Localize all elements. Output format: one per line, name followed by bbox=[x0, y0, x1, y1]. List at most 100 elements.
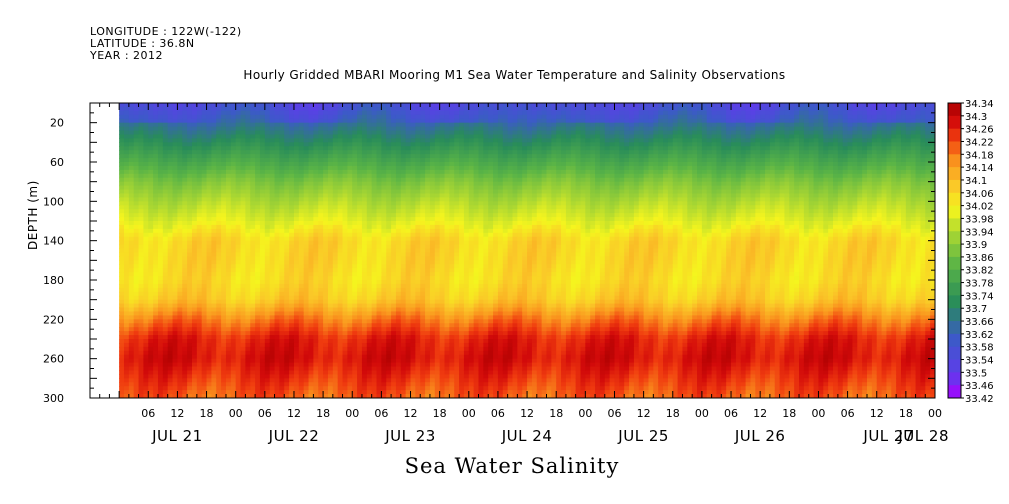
heatmap-cell bbox=[123, 327, 130, 332]
heatmap-cell bbox=[308, 264, 314, 269]
heatmap-cell bbox=[211, 331, 217, 336]
heatmap-cell bbox=[400, 256, 407, 261]
heatmap-cell bbox=[303, 394, 310, 398]
heatmap-cell bbox=[405, 331, 412, 336]
heatmap-cell bbox=[182, 291, 188, 297]
heatmap-cell bbox=[289, 260, 295, 265]
heatmap-cell bbox=[381, 122, 387, 128]
heatmap-cell bbox=[342, 354, 348, 360]
heatmap-cell bbox=[366, 201, 373, 206]
heatmap-cell bbox=[391, 319, 397, 324]
heatmap-cell bbox=[357, 224, 363, 230]
heatmap-cell bbox=[357, 197, 363, 202]
heatmap-cell bbox=[255, 327, 261, 332]
heatmap-cell bbox=[191, 185, 198, 191]
heatmap-cell bbox=[395, 256, 402, 261]
heatmap-cell bbox=[211, 268, 217, 273]
heatmap-cell bbox=[182, 224, 188, 230]
heatmap-cell bbox=[172, 205, 179, 210]
heatmap-cell bbox=[327, 339, 334, 344]
heatmap-cell bbox=[216, 221, 222, 226]
heatmap-cell bbox=[211, 165, 217, 171]
heatmap-cell bbox=[357, 260, 363, 265]
heatmap-cell bbox=[128, 103, 135, 108]
heatmap-cell bbox=[172, 177, 179, 183]
heatmap-cell bbox=[211, 323, 217, 328]
heatmap-cell bbox=[245, 177, 251, 183]
heatmap-cell bbox=[298, 311, 305, 316]
heatmap-cell bbox=[357, 154, 363, 159]
heatmap-cell bbox=[386, 350, 392, 356]
heatmap-cell bbox=[318, 193, 324, 198]
heatmap-cell bbox=[352, 327, 358, 332]
heatmap-cell bbox=[167, 311, 174, 316]
heatmap-cell bbox=[366, 386, 373, 391]
heatmap-cell bbox=[342, 362, 348, 368]
heatmap-cell bbox=[128, 177, 135, 183]
heatmap-cell bbox=[138, 315, 145, 320]
heatmap-cell bbox=[216, 158, 222, 163]
heatmap-cell bbox=[264, 299, 271, 305]
heatmap-cell bbox=[284, 236, 290, 242]
heatmap-cell bbox=[308, 382, 314, 387]
heatmap-cell bbox=[376, 224, 382, 230]
heatmap-cell bbox=[172, 283, 179, 289]
heatmap-cell bbox=[361, 106, 368, 112]
heatmap-cell bbox=[308, 331, 314, 336]
heatmap-cell bbox=[279, 232, 285, 238]
heatmap-cell bbox=[425, 346, 431, 352]
heatmap-cell bbox=[230, 209, 237, 214]
heatmap-cell bbox=[196, 327, 203, 332]
heatmap-cell bbox=[157, 342, 164, 348]
heatmap-cell bbox=[313, 126, 319, 132]
heatmap-cell bbox=[177, 228, 183, 234]
heatmap-cell bbox=[196, 110, 203, 116]
heatmap-cell bbox=[269, 185, 276, 191]
heatmap-cell bbox=[400, 350, 407, 356]
heatmap-cell bbox=[371, 213, 378, 218]
heatmap-cell bbox=[264, 142, 271, 147]
heatmap-cell bbox=[303, 390, 310, 395]
heatmap-cell bbox=[381, 185, 387, 191]
heatmap-cell bbox=[293, 374, 300, 379]
heatmap-cell bbox=[162, 138, 169, 143]
heatmap-cell bbox=[148, 232, 154, 238]
heatmap-cell bbox=[245, 205, 251, 210]
heatmap-cell bbox=[381, 181, 387, 187]
heatmap-cell bbox=[206, 276, 213, 281]
heatmap-cell bbox=[138, 260, 145, 265]
heatmap-cell bbox=[279, 103, 285, 108]
heatmap-cell bbox=[405, 142, 412, 147]
heatmap-cell bbox=[434, 339, 441, 344]
heatmap-cell bbox=[357, 118, 363, 124]
heatmap-cell bbox=[162, 311, 169, 316]
heatmap-cell bbox=[357, 374, 363, 379]
heatmap-cell bbox=[211, 240, 217, 246]
heatmap-cell bbox=[230, 335, 237, 340]
heatmap-cell bbox=[308, 378, 314, 383]
heatmap-cell bbox=[381, 354, 387, 360]
heatmap-cell bbox=[235, 354, 242, 360]
heatmap-cell bbox=[235, 209, 242, 214]
heatmap-cell bbox=[371, 224, 378, 230]
heatmap-cell bbox=[128, 217, 135, 222]
heatmap-cell bbox=[153, 232, 159, 238]
heatmap-cell bbox=[303, 197, 310, 202]
heatmap-cell bbox=[293, 154, 300, 159]
heatmap-cell bbox=[259, 283, 266, 289]
heatmap-cell bbox=[196, 346, 203, 352]
heatmap-cell bbox=[400, 244, 407, 250]
heatmap-cell bbox=[172, 362, 179, 368]
heatmap-cell bbox=[293, 201, 300, 206]
heatmap-cell bbox=[347, 122, 353, 128]
heatmap-cell bbox=[245, 276, 251, 281]
heatmap-cell bbox=[284, 240, 290, 246]
heatmap-cell bbox=[303, 217, 310, 222]
heatmap-cell bbox=[376, 335, 382, 340]
heatmap-cell bbox=[235, 221, 242, 226]
heatmap-cell bbox=[245, 291, 251, 297]
heatmap-cell bbox=[342, 268, 348, 273]
heatmap-cell bbox=[162, 134, 169, 139]
heatmap-cell bbox=[352, 173, 358, 179]
heatmap-cell bbox=[342, 323, 348, 328]
